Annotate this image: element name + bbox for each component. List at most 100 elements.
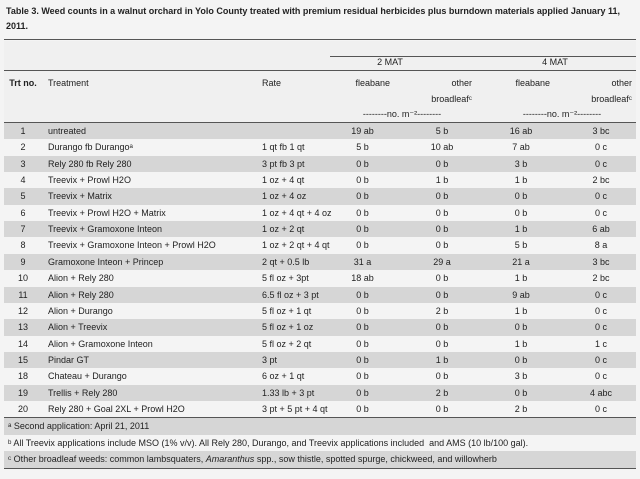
table-cell: Alion + Rely 280 bbox=[48, 289, 114, 300]
table-cell: Treevix + Prowl H2O + Matrix bbox=[48, 207, 166, 218]
table-cell: 0 b bbox=[435, 158, 449, 169]
table-cell: 6 ab bbox=[592, 224, 610, 235]
table-cell: 8 a bbox=[594, 240, 608, 251]
table-cell: 0 c bbox=[594, 371, 607, 382]
footnote: ᶜ Other broadleaf weeds: common lambsqua… bbox=[8, 454, 634, 465]
table-cell: 0 b bbox=[356, 371, 369, 382]
table-cell: 0 b bbox=[356, 191, 369, 202]
table-cell: 5 fl oz + 2 qt bbox=[262, 338, 312, 349]
table-cell: 1 oz + 4 oz bbox=[262, 191, 307, 202]
table-cell: Gramoxone Inteon + Princep bbox=[48, 256, 164, 267]
column-header: fleabane bbox=[515, 78, 550, 88]
table-cell: Alion + Treevix bbox=[48, 322, 108, 333]
table-cell: 12 bbox=[17, 305, 28, 316]
table-cell: 0 b bbox=[435, 338, 449, 349]
table-cell: 29 a bbox=[433, 256, 451, 267]
table-cell: 31 a bbox=[353, 256, 372, 267]
table-cell: 16 ab bbox=[509, 126, 533, 136]
table-cell: 1 oz + 4 qt + 4 oz bbox=[262, 207, 332, 218]
table-cell: 1 c bbox=[594, 338, 607, 349]
table-cell: 0 b bbox=[435, 403, 449, 414]
table-cell: 0 c bbox=[594, 142, 607, 153]
row-band bbox=[4, 434, 636, 452]
table-cell: 3 b bbox=[514, 158, 528, 169]
footnote: ᵇ All Treevix applications include MSO (… bbox=[8, 438, 634, 449]
table-cell: 3 pt bbox=[262, 354, 278, 365]
table-cell: 0 b bbox=[356, 158, 369, 169]
row-band bbox=[4, 335, 636, 352]
table-cell: 19 ab bbox=[351, 126, 374, 136]
column-header: fleabane bbox=[355, 78, 390, 88]
table-cell: 2 b bbox=[435, 387, 449, 398]
table-cell: 15 bbox=[17, 354, 28, 365]
row-band bbox=[4, 270, 636, 287]
footnote: ᵃ Second application: April 21, 2011 bbox=[8, 421, 634, 432]
row-band bbox=[4, 384, 636, 401]
table-cell: Alion + Rely 280 bbox=[48, 273, 114, 284]
column-header: Treatment bbox=[48, 78, 89, 88]
row-band bbox=[4, 286, 636, 303]
table-cell: 9 bbox=[20, 256, 26, 267]
table-cell: 0 b bbox=[356, 387, 369, 398]
table-cell: 13 bbox=[17, 322, 28, 333]
table-cell: 0 b bbox=[435, 207, 449, 218]
table-cell: 11 bbox=[18, 289, 28, 300]
table-cell: 3 pt + 5 pt + 4 qt bbox=[262, 403, 328, 414]
table-cell: 20 bbox=[17, 403, 28, 414]
table-cell: 0 b bbox=[435, 240, 449, 251]
table-cell: 1 qt fb 1 qt bbox=[262, 142, 305, 153]
table-cell: 1 bbox=[20, 126, 26, 136]
table-cell: Alion + Durango bbox=[48, 305, 113, 316]
table-cell: 0 b bbox=[356, 289, 369, 300]
table-cell: 0 b bbox=[435, 289, 449, 300]
table-cell: 0 b bbox=[356, 338, 369, 349]
table-cell: 3 bc bbox=[592, 256, 610, 267]
rule bbox=[4, 39, 636, 40]
table-cell: 0 c bbox=[594, 403, 607, 414]
table-cell: 0 b bbox=[514, 354, 528, 365]
table-cell: 7 bbox=[20, 224, 26, 235]
table-cell: 2 qt + 0.5 lb bbox=[262, 256, 310, 267]
table-cell: 5 fl oz + 1 qt bbox=[262, 305, 312, 316]
table-cell: 1 b bbox=[514, 175, 528, 186]
table-cell: 8 bbox=[20, 240, 26, 251]
table-cell: 1 oz + 4 qt bbox=[262, 175, 305, 186]
table-cell: 1 b bbox=[514, 224, 528, 235]
table-cell: 6.5 fl oz + 3 pt bbox=[262, 289, 319, 300]
table-cell: untreated bbox=[48, 126, 87, 136]
table-cell: 0 b bbox=[514, 322, 528, 333]
table-cell: Rely 280 + Goal 2XL + Prowl H2O bbox=[48, 403, 185, 414]
table-cell: 0 b bbox=[356, 403, 369, 414]
table-cell: 0 b bbox=[356, 175, 369, 186]
table-cell: Pindar GT bbox=[48, 354, 90, 365]
table-cell: 3 pt fb 3 pt bbox=[262, 158, 305, 169]
table-cell: 2 bbox=[20, 142, 26, 153]
rule bbox=[4, 467, 636, 469]
footnote-text: Amaranthus bbox=[205, 454, 255, 465]
table-cell: 0 b bbox=[356, 354, 369, 365]
table-cell: 1 b bbox=[514, 305, 528, 316]
column-header: other broadleafᶜ bbox=[591, 78, 632, 104]
table-cell: 14 bbox=[17, 338, 28, 349]
table-cell: 0 b bbox=[356, 305, 369, 316]
table-cell: Treevix + Matrix bbox=[48, 191, 112, 202]
table-cell: 1.33 lb + 3 pt bbox=[262, 387, 315, 398]
table-cell: 2 bc bbox=[592, 273, 610, 284]
column-header: other broadleafᶜ bbox=[431, 78, 472, 104]
footnote-text: ᵇ All Treevix applications include MSO (… bbox=[8, 437, 529, 448]
table-cell: 2 b bbox=[435, 305, 449, 316]
table-cell: Alion + Gramoxone Inteon bbox=[48, 338, 153, 349]
row-band bbox=[4, 237, 636, 254]
table-cell: 0 c bbox=[594, 207, 607, 218]
table-cell: 1 b bbox=[514, 273, 528, 284]
footnote-text: ᵃ Second application: April 21, 2011 bbox=[8, 421, 150, 432]
table-cell: 0 b bbox=[356, 224, 369, 235]
table-cell: 0 b bbox=[435, 371, 449, 382]
row-band bbox=[4, 172, 636, 189]
row-band bbox=[4, 351, 636, 369]
footnote-text: spp., sow thistle, spotted spurge, chick… bbox=[254, 454, 497, 465]
row-band bbox=[4, 204, 636, 222]
table-cell: 1 b bbox=[435, 354, 449, 365]
table-cell: 0 b bbox=[356, 240, 369, 251]
